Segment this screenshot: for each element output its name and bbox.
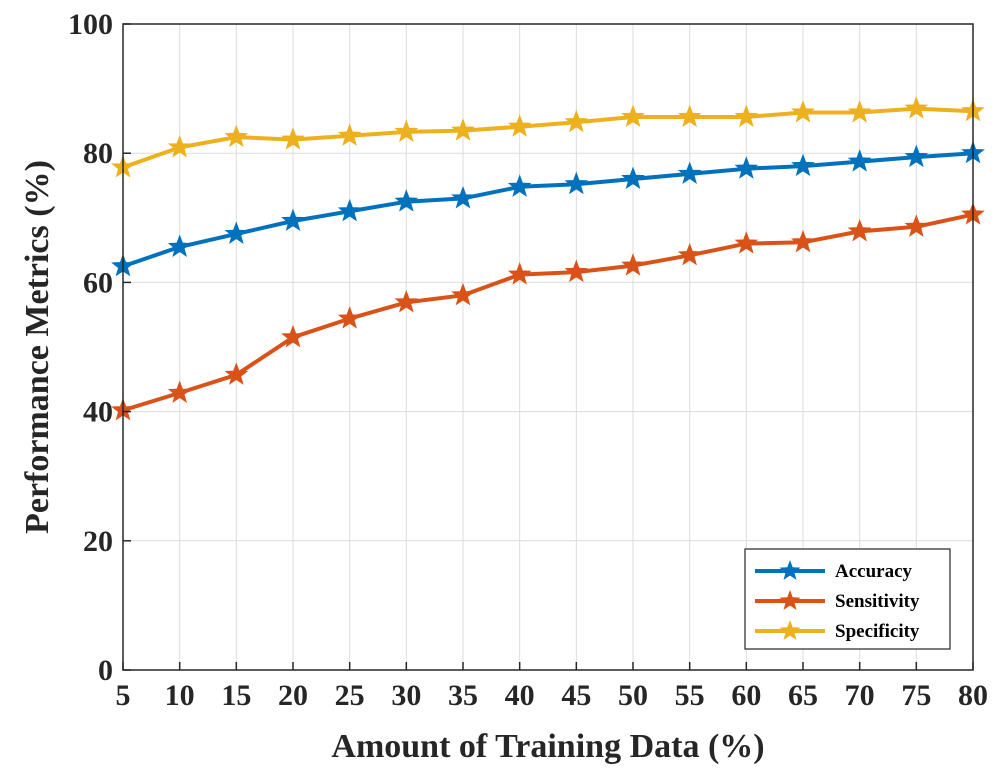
y-tick-label: 60 xyxy=(83,266,113,299)
data-point-sensitivity xyxy=(791,229,815,253)
data-point-accuracy xyxy=(394,189,419,212)
legend-marker-star xyxy=(779,590,801,610)
legend-item: Specificity xyxy=(755,620,920,642)
x-tick-label: 45 xyxy=(561,679,591,712)
y-tick-label: 100 xyxy=(68,8,113,41)
y-tick-label: 0 xyxy=(98,654,113,687)
data-point-sensitivity xyxy=(507,262,532,285)
series-group xyxy=(111,96,985,421)
x-axis-label: Amount of Training Data (%) xyxy=(331,728,764,765)
data-point-accuracy xyxy=(167,234,192,257)
x-tick-label: 50 xyxy=(618,679,648,712)
series-specificity xyxy=(111,96,985,178)
data-point-specificity xyxy=(791,100,815,123)
data-point-sensitivity xyxy=(904,214,929,237)
series-line-specificity xyxy=(122,106,974,170)
data-point-sensitivity xyxy=(224,362,249,385)
data-point-accuracy xyxy=(621,166,645,190)
legend-marker-star xyxy=(779,620,801,640)
y-tick-label: 80 xyxy=(83,137,113,170)
legend-marker-star xyxy=(779,560,801,580)
data-point-accuracy xyxy=(281,208,305,232)
x-tick-label: 80 xyxy=(958,679,988,712)
x-tick-label: 75 xyxy=(901,679,931,712)
legend-item: Sensitivity xyxy=(755,590,920,612)
data-point-sensitivity xyxy=(677,242,702,266)
x-tick-label: 30 xyxy=(391,679,421,712)
data-point-sensitivity xyxy=(167,380,192,403)
data-point-specificity xyxy=(734,104,759,128)
data-point-sensitivity xyxy=(621,253,645,276)
data-point-accuracy xyxy=(847,149,872,172)
legend-label: Sensitivity xyxy=(835,591,920,612)
series-sensitivity xyxy=(111,202,985,421)
x-tick-label: 70 xyxy=(845,679,875,712)
data-point-sensitivity xyxy=(394,289,419,313)
series-line-accuracy xyxy=(122,151,974,269)
data-point-accuracy xyxy=(451,185,475,209)
legend-label: Accuracy xyxy=(835,561,913,582)
ticks: 5 10 15 20 25 30 35 40 45 50 55 60 65 70 75 80 0 20 40 60 80… xyxy=(68,8,988,712)
data-point-accuracy xyxy=(337,198,362,222)
legend-item: Accuracy xyxy=(755,560,913,582)
data-point-specificity xyxy=(564,109,589,133)
data-point-sensitivity xyxy=(337,306,362,329)
x-tick-label: 60 xyxy=(731,679,761,712)
data-point-specificity xyxy=(507,114,532,137)
data-point-sensitivity xyxy=(281,324,305,348)
data-point-specificity xyxy=(394,119,419,142)
legend-label: Specificity xyxy=(835,621,920,642)
data-point-accuracy xyxy=(564,171,589,195)
data-point-specificity xyxy=(167,134,192,158)
axes-box xyxy=(122,23,974,671)
x-tick-label: 25 xyxy=(335,679,365,712)
y-tick-label: 40 xyxy=(83,396,113,429)
x-tick-label: 10 xyxy=(165,679,195,712)
series-accuracy xyxy=(111,140,985,277)
data-point-accuracy xyxy=(904,144,929,168)
data-point-specificity xyxy=(904,96,929,119)
data-point-accuracy xyxy=(791,153,815,177)
x-tick-label: 15 xyxy=(221,679,251,712)
data-point-accuracy xyxy=(224,221,249,244)
data-point-accuracy xyxy=(677,161,702,184)
x-tick-label: 5 xyxy=(116,679,131,712)
data-point-sensitivity xyxy=(847,218,872,242)
data-point-sensitivity xyxy=(564,259,589,283)
x-tick-label: 20 xyxy=(278,679,308,712)
data-point-sensitivity xyxy=(734,231,759,254)
data-point-accuracy xyxy=(507,174,532,197)
x-tick-label: 40 xyxy=(505,679,535,712)
data-point-specificity xyxy=(224,124,249,148)
data-point-specificity xyxy=(677,104,702,128)
x-tick-label: 65 xyxy=(788,679,818,712)
data-point-accuracy xyxy=(734,156,759,179)
data-point-sensitivity xyxy=(451,282,475,306)
data-point-specificity xyxy=(621,104,645,128)
legend: Accuracy Sensitivity Specificity xyxy=(744,548,951,650)
series-line-sensitivity xyxy=(122,212,974,413)
x-tick-label: 35 xyxy=(448,679,478,712)
y-axis-label: Performance Metrics (%) xyxy=(19,160,56,534)
x-tick-label: 55 xyxy=(675,679,705,712)
data-point-specificity xyxy=(451,118,475,141)
data-point-specificity xyxy=(337,123,362,146)
y-tick-label: 20 xyxy=(83,525,113,558)
data-point-specificity xyxy=(281,127,305,150)
data-point-specificity xyxy=(847,100,872,123)
